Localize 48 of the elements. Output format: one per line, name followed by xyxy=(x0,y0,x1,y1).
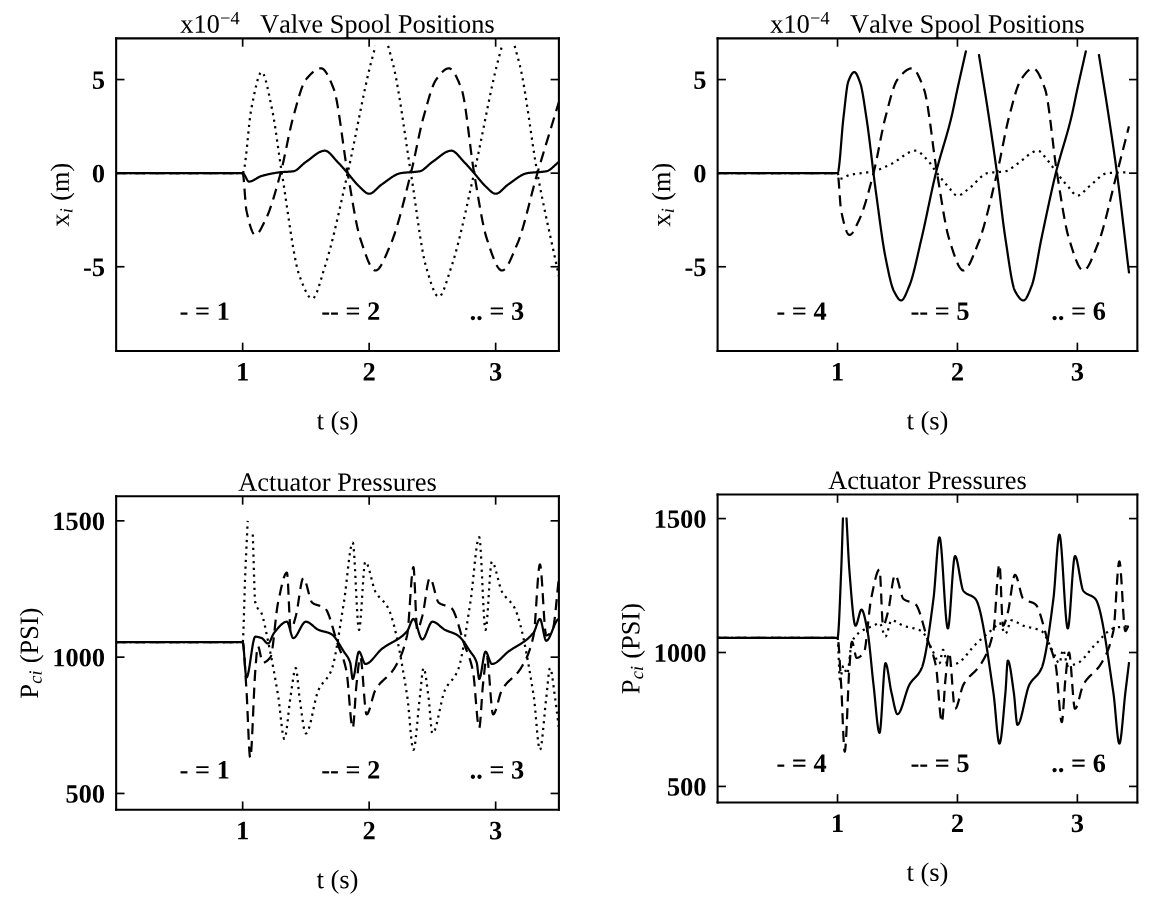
y-tick-label: -5 xyxy=(84,258,105,277)
x-tick-label: 3 xyxy=(1071,814,1084,833)
annotation: -- = 5 xyxy=(911,302,969,321)
annotation: .. = 6 xyxy=(1052,302,1106,321)
y-tick-label: 1000 xyxy=(54,648,105,667)
y-tick-label: 1000 xyxy=(655,644,706,662)
x-axis-title: t (s) xyxy=(906,862,948,887)
annotation: -- = 5 xyxy=(911,754,969,773)
y-axis-title: x$_{i}$ (m) xyxy=(50,163,75,227)
x-axis-title: t (s) xyxy=(316,411,358,435)
y-tick-label: 500 xyxy=(667,778,706,796)
y-axis-title: P$_{ci}$ (PSI) xyxy=(19,608,44,698)
x-tick-label: 3 xyxy=(490,362,502,381)
annotation: .. = 3 xyxy=(470,761,524,779)
annotation: - = 1 xyxy=(180,761,229,779)
x-tick-label: 1 xyxy=(238,362,248,381)
x-tick-label: 3 xyxy=(490,821,502,840)
annotation: -- = 2 xyxy=(322,761,380,779)
y-tick-label: 1500 xyxy=(655,510,706,528)
x-axis-title: t (s) xyxy=(316,869,358,894)
y-tick-label: 5 xyxy=(92,71,105,89)
y-axis-title: P$_{ci}$ (PSI) xyxy=(621,604,646,694)
x-tick-label: 1 xyxy=(833,814,843,832)
y-tick-label: 500 xyxy=(66,785,105,803)
x-tick-label: 1 xyxy=(833,362,843,381)
x-tick-label: 2 xyxy=(951,362,963,381)
y-tick-label: 0 xyxy=(694,164,706,183)
y-tick-label: 5 xyxy=(694,71,706,89)
annotation: .. = 6 xyxy=(1052,754,1106,773)
annotation: - = 4 xyxy=(777,302,827,320)
chart-title: Actuator Pressures xyxy=(238,473,436,492)
x-tick-label: 2 xyxy=(951,814,963,832)
chart-title: Actuator Pressures xyxy=(828,471,1026,490)
chart-title: x10$^{−4}$ Valve Spool Positions xyxy=(180,11,494,39)
x-tick-label: 1 xyxy=(238,821,248,840)
annotation: .. = 3 xyxy=(470,302,524,321)
x-axis-title: t (s) xyxy=(906,411,948,435)
y-tick-label: -5 xyxy=(685,258,706,277)
x-tick-label: 2 xyxy=(363,362,375,381)
x-tick-label: 3 xyxy=(1071,362,1084,381)
chart-title: x10$^{−4}$ Valve Spool Positions xyxy=(770,11,1084,39)
annotation: - = 1 xyxy=(180,302,229,320)
annotation: -- = 2 xyxy=(322,302,380,320)
y-axis-title: x$_{i}$ (m) xyxy=(651,163,676,227)
annotation: - = 4 xyxy=(777,754,827,772)
y-tick-label: 0 xyxy=(92,164,105,183)
y-tick-label: 1500 xyxy=(54,512,105,531)
x-tick-label: 2 xyxy=(363,821,375,840)
